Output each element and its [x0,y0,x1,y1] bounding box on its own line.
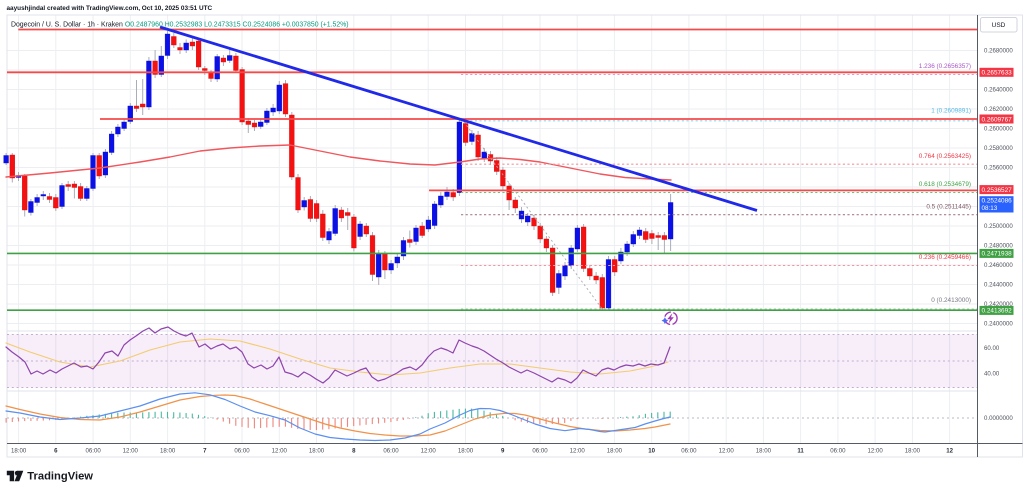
svg-text:06:00: 06:00 [85,448,101,455]
svg-text:0.2420000: 0.2420000 [984,301,1013,308]
svg-text:18:00: 18:00 [756,448,772,455]
svg-text:9: 9 [501,448,505,455]
svg-text:0.2536527: 0.2536527 [982,187,1013,194]
svg-text:18:00: 18:00 [905,448,921,455]
svg-text:0.2524086: 0.2524086 [982,198,1013,205]
svg-text:0.2600000: 0.2600000 [984,126,1013,133]
svg-text:12:00: 12:00 [272,448,288,455]
svg-text:11: 11 [797,448,804,455]
svg-text:06:00: 06:00 [383,448,399,455]
svg-text:0.2500000: 0.2500000 [984,223,1013,230]
svg-text:USD: USD [992,22,1006,29]
svg-text:aayushjindal created with Trad: aayushjindal created with TradingView.co… [7,5,213,12]
svg-text:0.2480000: 0.2480000 [984,243,1013,250]
svg-text:0.2400000: 0.2400000 [984,321,1013,328]
svg-text:06:00: 06:00 [532,448,548,455]
svg-text:12:00: 12:00 [867,448,883,455]
svg-text:12:00: 12:00 [123,448,139,455]
svg-text:06:00: 06:00 [681,448,697,455]
svg-text:12:00: 12:00 [421,448,437,455]
svg-text:0.2680000: 0.2680000 [984,48,1013,55]
svg-text:0.2560000: 0.2560000 [984,165,1013,172]
svg-text:0.2580000: 0.2580000 [984,145,1013,152]
svg-text:18:00: 18:00 [458,448,474,455]
svg-text:12:00: 12:00 [719,448,735,455]
svg-text:18:00: 18:00 [11,448,27,455]
svg-text:0.2413692: 0.2413692 [982,308,1013,315]
svg-text:0.2620000: 0.2620000 [984,106,1013,113]
svg-text:1.236 (0.2656357): 1.236 (0.2656357) [919,63,971,70]
svg-text:0.2640000: 0.2640000 [984,87,1013,94]
svg-text:0.2460000: 0.2460000 [984,262,1013,269]
svg-text:18:00: 18:00 [160,448,176,455]
svg-text:0.236 (0.2459466): 0.236 (0.2459466) [919,254,971,261]
svg-text:0.2440000: 0.2440000 [984,282,1013,289]
svg-text:Dogecoin / U. S. Dollar · 1h ·: Dogecoin / U. S. Dollar · 1h · Kraken O0.… [11,22,349,29]
svg-text:0.5 (0.2511445): 0.5 (0.2511445) [926,203,971,210]
svg-text:06:00: 06:00 [830,448,846,455]
svg-text:7: 7 [203,448,207,455]
svg-text:TradingView: TradingView [27,470,93,482]
svg-text:0 (0.2413000): 0 (0.2413000) [931,297,971,304]
svg-text:60.00: 60.00 [984,345,1000,352]
svg-text:0.618 (0.2534679): 0.618 (0.2534679) [919,181,971,188]
svg-text:12: 12 [946,448,953,455]
svg-text:1 (0.2609891): 1 (0.2609891) [931,108,971,115]
svg-text:0.764 (0.2563425): 0.764 (0.2563425) [919,153,971,160]
svg-text:0.2657633: 0.2657633 [982,70,1013,77]
svg-text:8: 8 [352,448,356,455]
svg-text:10: 10 [648,448,655,455]
svg-text:08:13: 08:13 [982,205,998,212]
svg-text:0.2471938: 0.2471938 [982,251,1013,258]
svg-text:18:00: 18:00 [607,448,623,455]
svg-text:40.00: 40.00 [984,371,1000,378]
svg-text:0.0000000: 0.0000000 [984,415,1013,422]
svg-text:12:00: 12:00 [570,448,586,455]
svg-text:6: 6 [54,448,58,455]
svg-text:0.2609767: 0.2609767 [982,116,1013,123]
svg-text:18:00: 18:00 [309,448,325,455]
svg-text:06:00: 06:00 [234,448,250,455]
